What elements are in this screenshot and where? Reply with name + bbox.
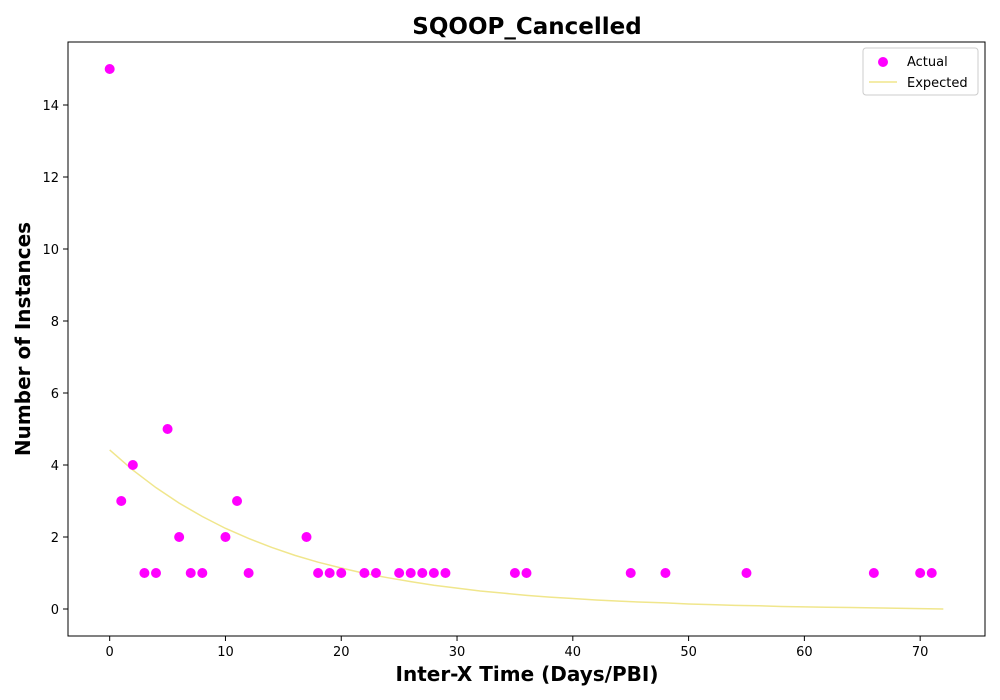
x-tick-label: 30 [449,645,466,660]
x-tick-label: 20 [333,645,350,660]
actual-point [510,568,520,578]
y-axis-title: Number of Instances [11,222,35,456]
y-tick-label: 8 [51,315,59,330]
y-axis: 0 2 4 6 8 10 12 14 [42,99,68,618]
y-tick-label: 10 [42,243,59,258]
actual-point [186,568,196,578]
x-tick-label: 60 [796,645,813,660]
actual-point [741,568,751,578]
actual-point [927,568,937,578]
actual-point [417,568,427,578]
actual-point [522,568,532,578]
actual-point [197,568,207,578]
legend-expected-label: Expected [907,76,968,91]
actual-point [626,568,636,578]
actual-point [232,496,242,506]
legend: Actual Expected [863,48,978,95]
x-axis-title: Inter-X Time (Days/PBI) [396,662,659,686]
actual-point [116,496,126,506]
actual-point [869,568,879,578]
actual-point [174,532,184,542]
x-tick-label: 10 [217,645,234,660]
y-tick-label: 4 [51,459,59,474]
y-tick-label: 14 [42,99,59,114]
y-tick-label: 0 [51,603,59,618]
actual-point [359,568,369,578]
actual-point [406,568,416,578]
actual-point [302,532,312,542]
actual-point [163,424,173,434]
actual-point [220,532,230,542]
actual-point [313,568,323,578]
y-tick-label: 12 [42,171,59,186]
actual-point [325,568,335,578]
x-tick-label: 0 [106,645,114,660]
legend-actual-label: Actual [907,55,948,70]
legend-actual-marker [878,57,888,67]
actual-point [151,568,161,578]
plot-area [68,42,985,636]
actual-point [429,568,439,578]
actual-point [128,460,138,470]
actual-point [440,568,450,578]
actual-point [371,568,381,578]
actual-point [244,568,254,578]
y-tick-label: 2 [51,531,59,546]
x-axis: 0 10 20 30 40 50 60 70 [106,636,929,660]
actual-point [105,64,115,74]
x-tick-label: 50 [680,645,697,660]
chart-title: SQOOP_Cancelled [412,14,641,40]
actual-point [139,568,149,578]
x-tick-label: 70 [912,645,929,660]
actual-point [660,568,670,578]
x-tick-label: 40 [565,645,582,660]
y-tick-label: 6 [51,387,59,402]
actual-point [336,568,346,578]
actual-point [915,568,925,578]
actual-point [394,568,404,578]
